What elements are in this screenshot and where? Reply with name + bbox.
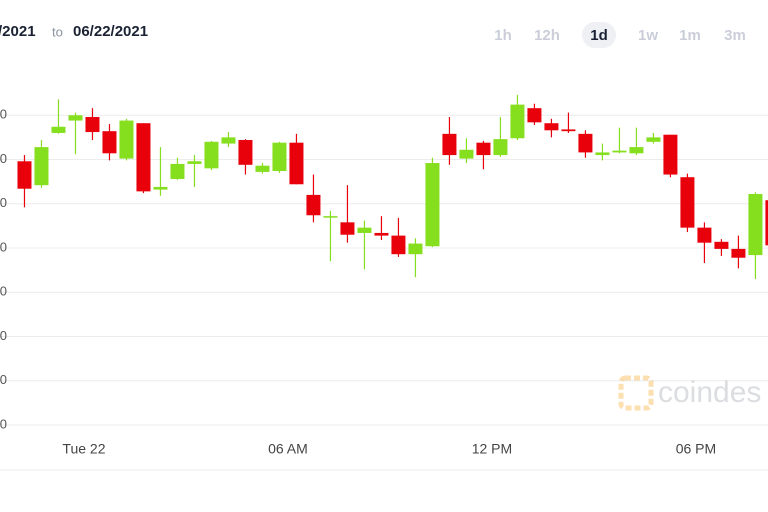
candle-body [663,134,678,175]
y-tick-label: 0 [0,416,7,431]
range-selector: 1h 12h 1d 1w 1m 3m [494,22,746,48]
candle-body [68,115,83,121]
watermark-text: coindes [658,376,761,409]
candle-body [612,150,627,153]
x-tick-label: Tue 22 [62,441,105,457]
candle-body [765,200,768,246]
watermark: coindes [618,375,761,411]
candle-body [374,232,389,236]
candle-body [578,133,593,153]
range-button[interactable]: 12h [534,27,560,44]
candle-body [289,142,304,185]
candle-body [442,133,457,156]
candle-body [459,149,474,159]
range-button[interactable]: 1w [638,27,658,44]
candle-body [187,161,202,164]
grid: 0 0 0 0 0 0 0 0 [0,107,768,431]
x-axis: Tue 22 06 AM 12 PM 06 PM [62,441,716,457]
candle-body [323,216,338,218]
candle-body [255,165,270,172]
range-button[interactable]: 1d [590,27,608,44]
y-tick-label: 0 [0,195,7,210]
candle-body [425,163,440,247]
candle-body [357,227,372,233]
candle-body [17,161,32,189]
y-tick-label: 0 [0,151,7,166]
candle-body [340,222,355,235]
y-tick-label: 0 [0,107,7,122]
candle-body [221,137,236,144]
range-button[interactable]: 1h [494,27,512,44]
candle-body [51,126,66,133]
candle-body [238,140,253,165]
candle-body [714,241,729,249]
candle-body [306,194,321,216]
date-from: /2021 [0,23,36,40]
candle-body [85,117,100,133]
range-button[interactable]: 1m [679,27,701,44]
candle-body [272,142,287,172]
candle-body [646,137,661,142]
candle-body [170,163,185,179]
candle-body [136,123,151,192]
candle-body [731,248,746,258]
range-selected-bg [582,22,616,48]
candle-body [493,139,508,156]
candle-body [476,142,491,156]
range-button[interactable]: 3m [724,27,746,44]
candle-body [119,120,134,159]
y-tick-label: 0 [0,328,7,343]
candle-body [629,147,644,154]
x-tick-label: 06 AM [268,441,308,457]
candle-body [102,131,117,154]
candle-body [595,152,610,156]
candle-body [561,129,576,132]
y-tick-label: 0 [0,372,7,387]
candle-body [510,104,525,139]
x-tick-label: 06 PM [676,441,716,457]
date-to: 06/22/2021 [73,23,148,40]
y-tick-label: 0 [0,284,7,299]
candles [17,94,768,279]
candle-body [153,186,168,190]
candle-body [748,194,763,256]
candle-body [527,108,542,123]
candle-body [697,227,712,243]
x-tick-label: 12 PM [472,441,512,457]
candle-body [680,177,695,228]
date-separator: to [52,24,63,39]
watermark-logo [618,375,654,411]
candle-body [391,235,406,255]
y-tick-label: 0 [0,239,7,254]
candle-body [544,123,559,131]
candle-body [204,141,219,169]
candle-body [408,243,423,255]
candle-body [34,147,49,186]
